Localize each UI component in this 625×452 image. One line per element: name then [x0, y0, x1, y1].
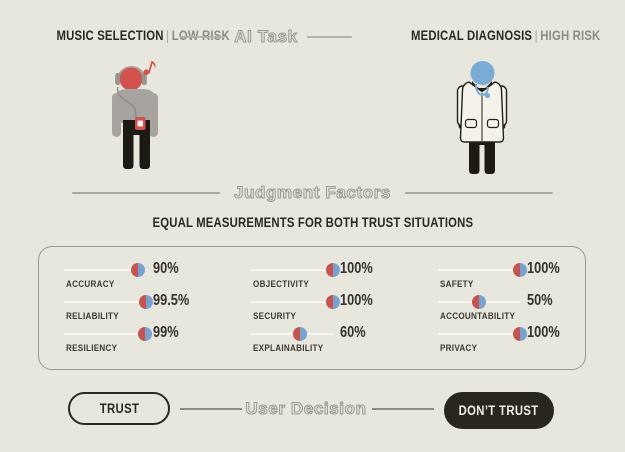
slider-track: [64, 269, 146, 271]
stethoscope-icon: [474, 83, 489, 96]
divider-line: [404, 192, 553, 194]
coat-pocket-left: [464, 118, 478, 129]
section-title-user-decision: User Decision: [245, 399, 367, 419]
accountability-slider[interactable]: [438, 295, 520, 309]
music-note-icon: [143, 60, 156, 76]
factor-label: OBJECTIVITY: [253, 279, 310, 289]
factor-value: 99.5%: [153, 292, 190, 309]
legs: [123, 120, 150, 169]
slider-track: [64, 301, 146, 303]
slider-knob[interactable]: [472, 295, 486, 309]
factor-label: ACCOUNTABILITY: [440, 311, 516, 321]
accuracy-slider[interactable]: [64, 263, 146, 277]
slider-track: [438, 333, 520, 335]
task-label-right: MEDICAL DIAGNOSIS | HIGH RISK: [393, 28, 601, 46]
factor-accuracy: 90% ACCURACY: [64, 257, 246, 289]
ai-task-header: AI Task: [175, 27, 357, 47]
factor-safety: 100% SAFETY: [438, 257, 620, 289]
divider-line: [180, 36, 226, 38]
slider-knob[interactable]: [293, 327, 308, 341]
divider-line: [72, 192, 221, 194]
doctor-head: [470, 61, 495, 85]
factor-value: 99%: [153, 324, 179, 341]
slider-knob[interactable]: [326, 263, 340, 277]
factor-value: 100%: [527, 324, 560, 341]
safety-slider[interactable]: [438, 263, 527, 277]
resiliency-slider[interactable]: [64, 327, 153, 341]
slider-track: [251, 269, 333, 271]
doctor-svg: [456, 61, 508, 174]
section-title-judgment-factors: Judgment Factors: [234, 183, 391, 203]
factor-value: 100%: [340, 260, 373, 277]
factor-label: SAFETY: [440, 279, 474, 289]
task-name-music-selection: MUSIC SELECTION: [56, 28, 164, 43]
slider-track: [64, 333, 146, 335]
risk-level-low: LOW RISK: [172, 28, 230, 43]
separator-bar: |: [534, 28, 538, 43]
slider-knob[interactable]: [138, 295, 153, 309]
separator-bar: |: [166, 28, 170, 43]
ear-cup-right: [141, 73, 147, 85]
factor-label: RESILIENCY: [66, 343, 118, 353]
ear-cup-left: [115, 73, 121, 85]
trust-button[interactable]: TRUST: [68, 392, 170, 425]
judgment-factors-header: Judgment Factors: [0, 183, 625, 203]
factor-accountability: 50% ACCOUNTABILITY: [438, 289, 620, 321]
equal-measurements-subtitle: EQUAL MEASUREMENTS FOR BOTH TRUST SITUAT…: [152, 215, 473, 230]
factor-label: EXPLAINABILITY: [253, 343, 324, 353]
slider-knob[interactable]: [138, 327, 153, 341]
slider-knob[interactable]: [513, 263, 527, 277]
slider-knob[interactable]: [326, 295, 340, 309]
factor-value: 100%: [527, 260, 560, 277]
music-listener-figure: [98, 56, 198, 178]
slider-knob[interactable]: [130, 263, 145, 277]
listener-head: [119, 67, 143, 91]
factor-value: 60%: [340, 324, 366, 341]
doctor-figure: [438, 56, 538, 178]
divider-line: [372, 408, 434, 410]
factor-objectivity: 100% OBJECTIVITY: [251, 257, 433, 289]
factor-value: 100%: [340, 292, 373, 309]
factor-label: SECURITY: [253, 311, 297, 321]
earphone-wire: [117, 86, 138, 119]
risk-level-high: HIGH RISK: [540, 28, 601, 43]
divider-line: [306, 36, 352, 38]
dont-trust-button[interactable]: DON’T TRUST: [444, 392, 554, 429]
slider-knob[interactable]: [513, 327, 527, 341]
factor-privacy: 100% PRIVACY: [438, 321, 620, 353]
factor-explainability: 60% EXPLAINABILITY: [251, 321, 433, 353]
factor-resiliency: 99% RESILIENCY: [64, 321, 246, 353]
slider-track: [251, 333, 333, 335]
task-label-left: MUSIC SELECTION|LOW RISK: [40, 28, 240, 46]
security-slider[interactable]: [251, 295, 340, 309]
coat-pocket-right: [486, 118, 500, 129]
judgment-factors-panel: 90% ACCURACY 99.5% RELIABILITY 99% RESIL…: [38, 246, 586, 370]
explainability-slider[interactable]: [251, 327, 333, 341]
slider-track: [251, 301, 333, 303]
reliability-slider[interactable]: [64, 295, 153, 309]
divider-line: [180, 408, 242, 410]
factor-label: ACCURACY: [66, 279, 115, 289]
factor-label: RELIABILITY: [66, 311, 119, 321]
privacy-slider[interactable]: [438, 327, 527, 341]
legs: [469, 135, 495, 174]
slider-track: [438, 269, 520, 271]
factor-label: PRIVACY: [440, 343, 478, 353]
music-listener-svg: [112, 60, 158, 169]
task-name-medical-diagnosis: MEDICAL DIAGNOSIS: [411, 28, 533, 43]
factor-value: 90%: [153, 260, 179, 277]
factor-value: 50%: [527, 292, 553, 309]
objectivity-slider[interactable]: [251, 263, 340, 277]
section-title-ai-task: AI Task: [234, 27, 298, 47]
factor-reliability: 99.5% RELIABILITY: [64, 289, 246, 321]
factor-security: 100% SECURITY: [251, 289, 433, 321]
